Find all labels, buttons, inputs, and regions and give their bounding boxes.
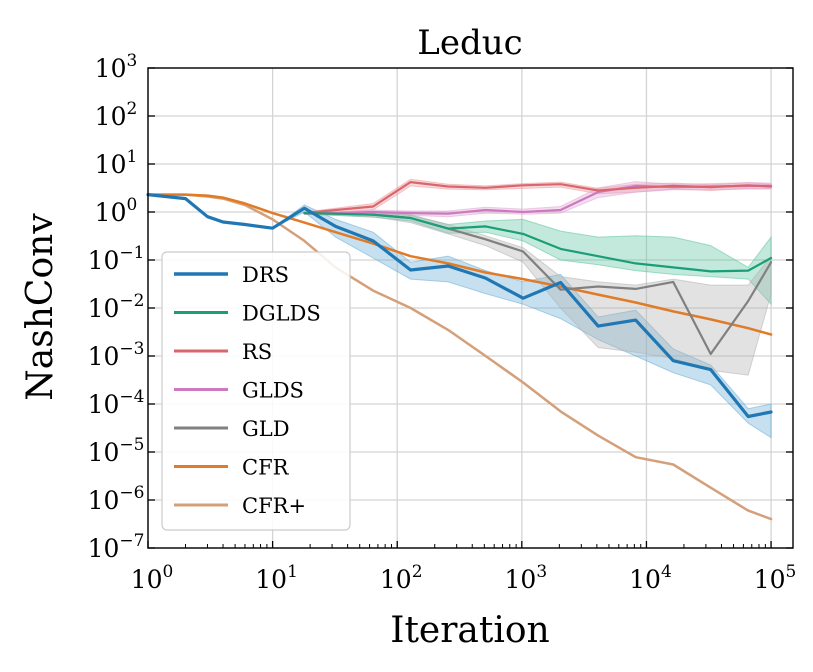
x-tick-label-exponent: 1 [287,562,298,582]
x-tick-label-exponent: 5 [786,562,797,582]
x-tick-label-base: 10 [505,565,537,594]
y-tick-label-exponent: −6 [119,483,144,503]
y-tick-label: 10−1 [88,243,145,275]
legend-label: CFR+ [242,494,306,518]
y-tick-label: 100 [95,195,138,227]
y-tick-label-exponent: −1 [119,243,144,263]
x-tick-label-exponent: 0 [162,562,173,582]
y-tick-label-exponent: −4 [119,387,144,407]
y-tick-label-exponent: −7 [119,531,144,551]
x-tick-label: 100 [131,562,174,594]
axis-ticks: 100 101 102 103 104 10510−710−610−510−410−310… [88,51,797,594]
chart-title: Leduc [417,23,522,63]
y-tick-label-exponent: 0 [126,195,137,215]
x-tick-label: 104 [629,562,672,594]
y-tick-label-exponent: 3 [126,51,137,71]
line-rs [303,181,773,215]
band-dglds [303,211,772,306]
y-tick-label-base: 10 [95,198,127,227]
x-axis-label: Iteration [390,610,550,651]
y-tick-label: 10−5 [88,435,145,467]
y-tick-label: 103 [95,51,138,83]
x-tick-label-base: 10 [131,565,163,594]
x-tick-label-base: 10 [754,565,786,594]
y-tick-label-base: 10 [88,438,120,467]
legend-label: GLDS [242,379,304,403]
y-tick-label-base: 10 [95,102,127,131]
x-tick-label-exponent: 2 [412,562,423,582]
x-tick-label-base: 10 [629,565,661,594]
y-tick-label: 101 [95,147,138,179]
y-tick-label-base: 10 [95,150,127,179]
legend: DRS DGLDS RS GLDS GLD CFR CFR+ [161,251,351,531]
legend-box [161,251,351,531]
y-tick-label-base: 10 [88,246,120,275]
line-dglds [303,212,773,273]
x-tick-label: 103 [505,562,548,594]
y-tick-label: 10−3 [88,339,145,371]
y-tick-label-base: 10 [88,390,120,419]
y-tick-label: 10−4 [88,387,145,419]
x-tick-label-base: 10 [255,565,287,594]
y-tick-label: 10−7 [88,531,145,563]
legend-label: DGLDS [242,302,321,326]
y-tick-label-base: 10 [88,486,120,515]
line-cfr [146,193,773,336]
x-tick-label-exponent: 3 [536,562,547,582]
band-glds [303,181,772,218]
y-tick-label-base: 10 [88,342,120,371]
y-axis-label: NashConv [20,213,61,401]
legend-label: CFR [242,456,290,480]
y-tick-label: 10−6 [88,483,145,515]
y-tick-label-base: 10 [88,294,120,323]
line-drs [146,193,773,419]
y-tick-label-base: 10 [88,534,120,563]
y-tick-label-exponent: 2 [126,99,137,119]
y-tick-label-base: 10 [95,54,127,83]
x-tick-label: 102 [380,562,423,594]
x-tick-label: 105 [754,562,797,594]
x-tick-label-exponent: 4 [661,562,672,582]
y-tick-label-exponent: −3 [119,339,144,359]
y-tick-label-exponent: −2 [119,291,144,311]
y-tick-label-exponent: 1 [126,147,137,167]
series-lines [146,181,773,521]
y-tick-label: 102 [95,99,138,131]
band-gld [303,211,772,376]
y-tick-label: 10−2 [88,291,145,323]
legend-label: GLD [242,417,290,441]
y-tick-label-exponent: −5 [119,435,144,455]
x-tick-label: 101 [255,562,298,594]
legend-label: DRS [242,263,289,287]
x-tick-label-base: 10 [380,565,412,594]
legend-label: RS [242,340,272,364]
